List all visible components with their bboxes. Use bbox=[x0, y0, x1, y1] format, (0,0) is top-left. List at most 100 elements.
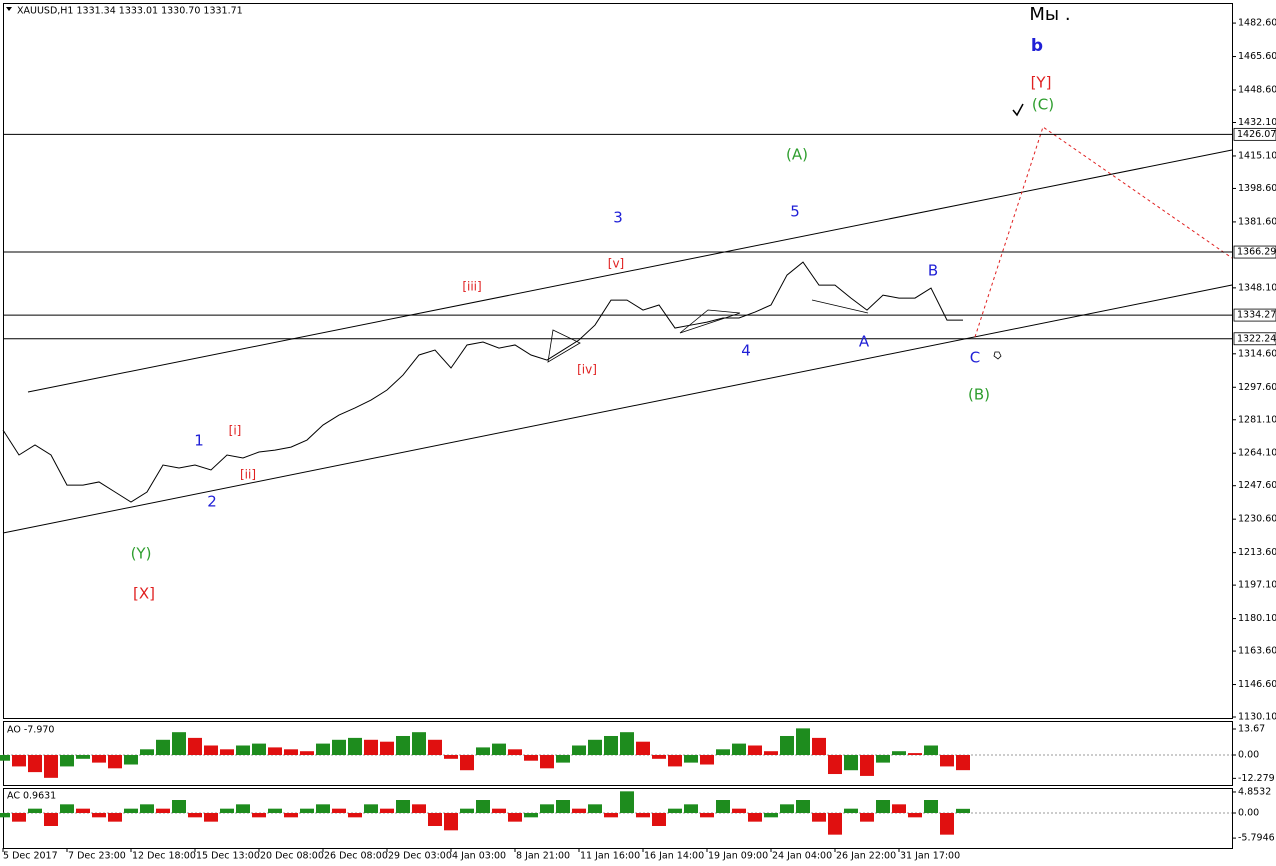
histogram-bar bbox=[348, 812, 362, 818]
x-tick-label: 8 Jan 21:00 bbox=[516, 851, 570, 862]
y-tick-label: 1448.60 bbox=[1238, 85, 1276, 96]
histogram-bar bbox=[828, 755, 842, 775]
histogram-bar bbox=[620, 732, 634, 756]
histogram-bar bbox=[876, 755, 890, 763]
histogram-bar bbox=[908, 753, 922, 756]
level-label: 1366.29 bbox=[1237, 247, 1276, 258]
level-label: 1322.24 bbox=[1237, 333, 1276, 344]
wave-label: 2 bbox=[207, 493, 217, 511]
x-tick-label: 7 Dec 23:00 bbox=[68, 851, 126, 862]
histogram-bar bbox=[540, 755, 554, 769]
histogram-bar bbox=[492, 808, 506, 813]
histogram-bar bbox=[668, 755, 682, 767]
histogram-bar bbox=[812, 737, 826, 756]
histogram-bar bbox=[28, 808, 42, 813]
y-tick-label: 1381.60 bbox=[1238, 216, 1276, 227]
histogram-bar bbox=[620, 791, 634, 813]
x-tick-label: 29 Dec 03:00 bbox=[388, 851, 452, 862]
histogram-bar bbox=[188, 737, 202, 756]
histogram-bar bbox=[764, 812, 778, 818]
histogram-bar bbox=[476, 747, 490, 756]
histogram-bar bbox=[220, 749, 234, 756]
x-tick-label: 11 Jan 16:00 bbox=[580, 851, 640, 862]
histogram-bar bbox=[316, 743, 330, 756]
histogram-bar bbox=[540, 804, 554, 813]
check-icon bbox=[1012, 103, 1024, 117]
histogram-bar bbox=[188, 812, 202, 818]
histogram-bar bbox=[156, 739, 170, 756]
wave-label: C bbox=[970, 349, 980, 367]
forecast-path bbox=[974, 126, 1233, 338]
y-tick-label: 1197.10 bbox=[1238, 580, 1276, 591]
y-tick-label: 4.8532 bbox=[1238, 786, 1271, 797]
histogram-bar bbox=[28, 755, 42, 773]
histogram-bar bbox=[876, 800, 890, 813]
histogram-bar bbox=[156, 808, 170, 813]
ao-title: AO -7.970 bbox=[7, 725, 54, 736]
x-tick-label: 31 Jan 17:00 bbox=[900, 851, 960, 862]
wave-label: 5 bbox=[790, 203, 800, 221]
x-tick-label: 26 Jan 22:00 bbox=[836, 851, 896, 862]
histogram-bar bbox=[428, 812, 442, 826]
histogram-bar bbox=[732, 808, 746, 813]
histogram-bar bbox=[60, 755, 74, 767]
histogram-bar bbox=[76, 755, 90, 759]
level-label: 1334.27 bbox=[1237, 310, 1276, 321]
histogram-bar bbox=[508, 812, 522, 822]
ao-frame bbox=[3, 721, 1233, 786]
wave-label: B bbox=[928, 262, 938, 280]
histogram-bar bbox=[444, 812, 458, 831]
histogram-bar bbox=[524, 812, 538, 818]
trend-line bbox=[811, 299, 869, 314]
histogram-bar bbox=[716, 749, 730, 756]
histogram-bar bbox=[460, 808, 474, 813]
y-tick-label: 1281.10 bbox=[1238, 414, 1276, 425]
histogram-bar bbox=[748, 812, 762, 822]
histogram-bar bbox=[588, 739, 602, 756]
histogram-bar bbox=[268, 808, 282, 813]
level-label-box bbox=[1233, 308, 1276, 322]
y-tick-label: 1264.10 bbox=[1238, 448, 1276, 459]
histogram-bar bbox=[908, 812, 922, 818]
histogram-bar bbox=[636, 812, 650, 818]
histogram-bar bbox=[940, 755, 954, 767]
histogram-bar bbox=[572, 745, 586, 756]
histogram-bar bbox=[684, 755, 698, 763]
histogram-bar bbox=[92, 755, 106, 763]
histogram-bar bbox=[204, 812, 218, 822]
y-tick-label: 1398.60 bbox=[1238, 183, 1276, 194]
histogram-bar bbox=[0, 755, 10, 761]
histogram-bar bbox=[140, 749, 154, 756]
y-tick-label: 1297.60 bbox=[1238, 382, 1276, 393]
histogram-bar bbox=[652, 755, 666, 759]
y-tick-label: 1348.10 bbox=[1238, 282, 1276, 293]
x-tick-label: 26 Dec 08:00 bbox=[324, 851, 388, 862]
histogram-bar bbox=[316, 804, 330, 813]
histogram-bar bbox=[940, 812, 954, 835]
level-label-box bbox=[1233, 332, 1276, 346]
x-tick-label: 16 Jan 14:00 bbox=[644, 851, 704, 862]
histogram-bar bbox=[92, 812, 106, 818]
histogram-bar bbox=[460, 755, 474, 771]
histogram-bar bbox=[124, 808, 138, 813]
histogram-bar bbox=[748, 745, 762, 756]
histogram-bar bbox=[684, 804, 698, 813]
wave-label: [v] bbox=[608, 257, 624, 271]
histogram-bar bbox=[12, 755, 26, 767]
histogram-bar bbox=[524, 755, 538, 761]
histogram-bar bbox=[12, 812, 26, 822]
y-tick-label: 1180.10 bbox=[1238, 613, 1276, 624]
histogram-bar bbox=[380, 808, 394, 813]
level-label-box bbox=[1233, 245, 1276, 259]
histogram-bar bbox=[700, 755, 714, 765]
x-tick-label: 4 Jan 03:00 bbox=[452, 851, 506, 862]
wave-label: (C) bbox=[1032, 96, 1054, 114]
x-tick-label: 20 Dec 08:00 bbox=[260, 851, 324, 862]
histogram-bar bbox=[412, 804, 426, 813]
level-label: 1426.07 bbox=[1237, 129, 1276, 140]
wave-label: (Y) bbox=[131, 545, 152, 563]
wave-label: [X] bbox=[133, 585, 155, 603]
x-tick-label: 24 Jan 04:00 bbox=[772, 851, 832, 862]
wave-label: 3 bbox=[613, 209, 623, 227]
